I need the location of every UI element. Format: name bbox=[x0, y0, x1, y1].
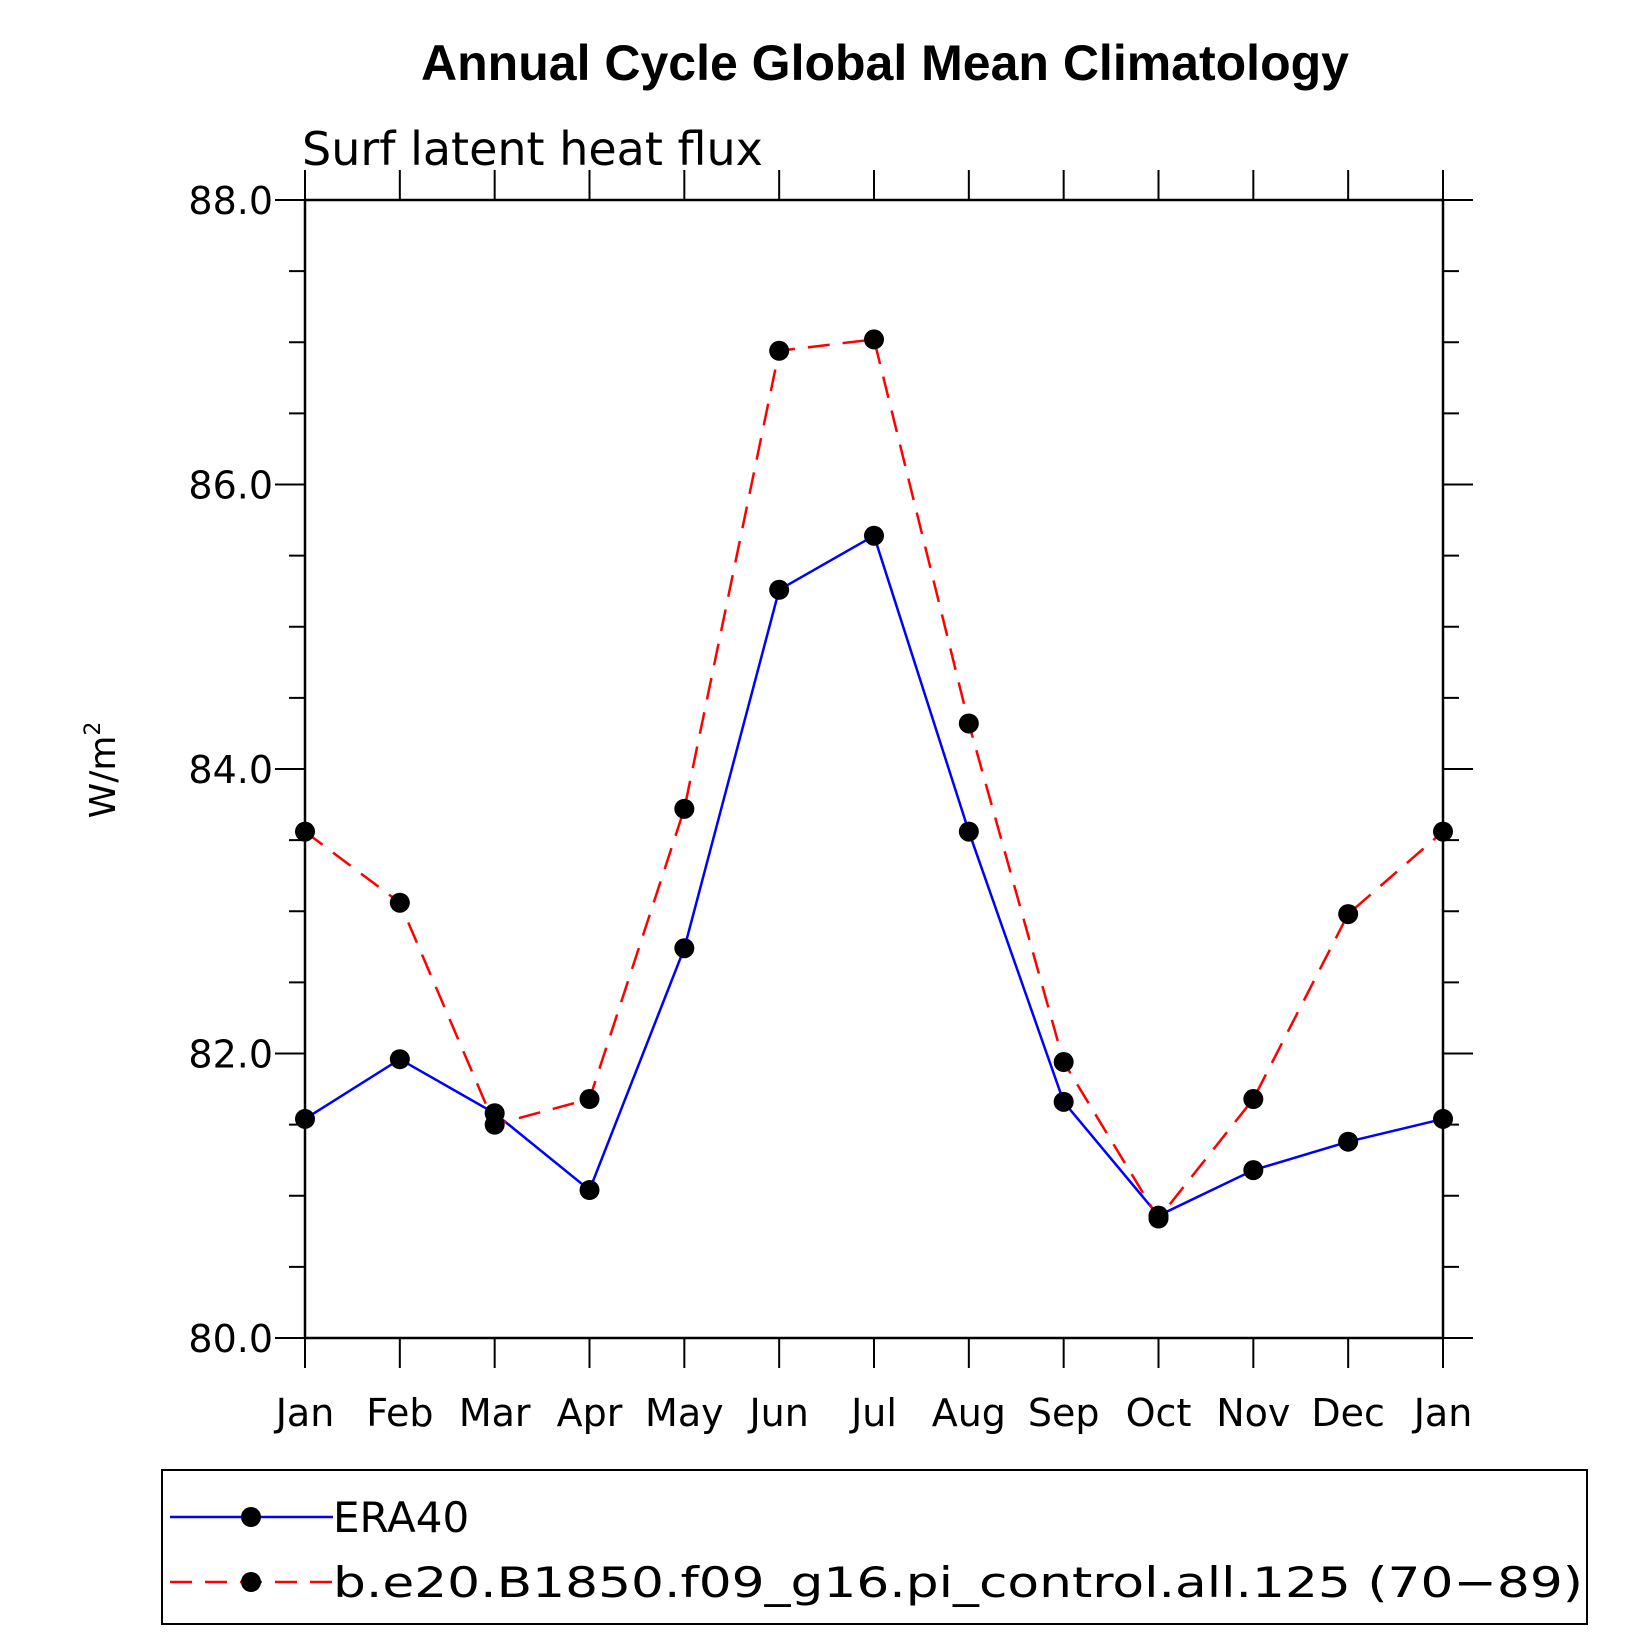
x-tick-label: Jan bbox=[274, 1391, 335, 1435]
chart-subtitle: Surf latent heat flux bbox=[302, 122, 763, 176]
data-point-0 bbox=[579, 1180, 600, 1201]
x-tick-label: Feb bbox=[366, 1391, 433, 1435]
x-tick-label: Jan bbox=[1412, 1391, 1473, 1435]
y-axis-label-superscript: 2 bbox=[81, 722, 106, 736]
legend: ERA40 b.e20.B1850.f09_g16.pi_control.all… bbox=[161, 1469, 1588, 1625]
x-tick-label: Jun bbox=[747, 1391, 808, 1435]
series-group bbox=[295, 329, 1453, 1229]
chart-title: Annual Cycle Global Mean Climatology bbox=[421, 35, 1349, 91]
data-point-1 bbox=[295, 821, 315, 842]
data-point-1 bbox=[1148, 1208, 1169, 1229]
x-tick-labels: Jan Feb Mar Apr May Jun Jul Aug Sep Oct Nov Dec Jan bbox=[274, 1391, 1473, 1435]
data-point-0 bbox=[389, 1049, 410, 1070]
legend-label-model: b.e20.B1850.f09_g16.pi_control.all.125 (… bbox=[333, 1558, 1583, 1607]
data-point-1 bbox=[389, 892, 410, 913]
data-point-1 bbox=[1433, 821, 1453, 842]
svg-text:W/m2: W/m2 bbox=[81, 722, 124, 819]
data-point-0 bbox=[958, 821, 979, 842]
axis-ticks bbox=[275, 170, 1473, 1368]
y-axis-label-text: W/m bbox=[83, 736, 124, 819]
plot-frame bbox=[303, 198, 1445, 1340]
x-tick-label: Jul bbox=[849, 1391, 897, 1435]
data-point-0 bbox=[1053, 1091, 1074, 1112]
data-point-1 bbox=[1338, 904, 1359, 925]
data-point-0 bbox=[769, 579, 790, 600]
x-tick-label: Mar bbox=[459, 1391, 531, 1435]
data-point-0 bbox=[295, 1108, 315, 1129]
data-point-1 bbox=[769, 340, 790, 361]
y-tick-label: 84.0 bbox=[188, 748, 273, 792]
x-tick-label: May bbox=[645, 1391, 724, 1435]
y-axis-label: W/m2 bbox=[81, 722, 124, 819]
data-point-0 bbox=[674, 938, 695, 959]
y-tick-label: 82.0 bbox=[188, 1033, 273, 1077]
data-point-0 bbox=[864, 525, 884, 546]
data-point-1 bbox=[579, 1089, 600, 1110]
data-point-0 bbox=[1338, 1131, 1359, 1152]
y-tick-label: 88.0 bbox=[188, 179, 273, 223]
data-point-0 bbox=[1243, 1160, 1264, 1181]
data-point-1 bbox=[674, 798, 695, 819]
series-line-1 bbox=[304, 338, 1444, 1221]
y-tick-label: 80.0 bbox=[188, 1317, 273, 1361]
series-line-0 bbox=[304, 533, 1444, 1218]
legend-marker-model bbox=[241, 1572, 261, 1592]
data-point-1 bbox=[958, 713, 979, 734]
data-point-0 bbox=[1433, 1108, 1453, 1129]
x-tick-label: Oct bbox=[1126, 1391, 1192, 1435]
data-point-1 bbox=[1243, 1089, 1264, 1110]
x-tick-label: Aug bbox=[932, 1391, 1006, 1435]
legend-marker-era40 bbox=[241, 1507, 261, 1527]
data-point-1 bbox=[864, 329, 884, 350]
x-tick-label: Sep bbox=[1028, 1391, 1100, 1435]
y-tick-labels: 80.0 82.0 84.0 86.0 88.0 bbox=[188, 179, 273, 1361]
data-point-1 bbox=[1053, 1052, 1074, 1073]
legend-label-era40: ERA40 bbox=[333, 1493, 469, 1542]
legend-box bbox=[161, 1469, 1588, 1625]
x-tick-label: Dec bbox=[1311, 1391, 1385, 1435]
data-point-1 bbox=[484, 1114, 505, 1135]
y-tick-label: 86.0 bbox=[188, 464, 273, 508]
x-tick-label: Nov bbox=[1216, 1391, 1290, 1435]
x-tick-label: Apr bbox=[557, 1391, 623, 1435]
